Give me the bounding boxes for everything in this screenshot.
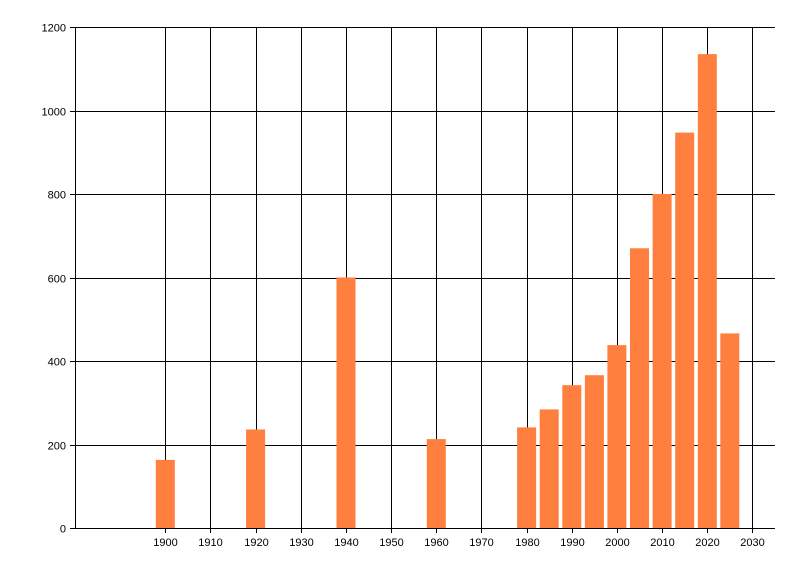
x-tick-label: 1990 <box>560 537 584 549</box>
axes <box>70 27 775 533</box>
bar-2015 <box>675 132 695 528</box>
y-tick-label: 200 <box>48 441 66 453</box>
bar-1990 <box>562 385 582 528</box>
bars <box>155 54 740 529</box>
x-tick-label: 2010 <box>650 537 674 549</box>
bar-1920 <box>246 429 266 528</box>
bar-1960 <box>426 439 446 528</box>
bar-2000 <box>607 345 627 528</box>
y-tick-labels: 0 200 400 600 800 1000 1200 <box>42 23 66 536</box>
bar-1940 <box>336 277 356 528</box>
bar-1985 <box>539 409 559 528</box>
bar-2005 <box>630 248 649 529</box>
x-tick-label: 1930 <box>289 537 313 549</box>
x-tick-label: 1980 <box>515 537 539 549</box>
x-tick-label: 2020 <box>695 537 719 549</box>
x-tick-label: 1920 <box>244 537 268 549</box>
x-tick-label: 1950 <box>379 537 403 549</box>
y-tick-label: 400 <box>48 357 66 369</box>
x-tick-label: 1960 <box>424 537 448 549</box>
bar-2025 <box>720 333 740 528</box>
y-tick-label: 800 <box>48 190 66 202</box>
y-tick-label: 1200 <box>42 23 66 35</box>
bar-1980 <box>517 427 537 528</box>
x-tick-label: 1970 <box>469 537 493 549</box>
bar-1995 <box>584 375 604 528</box>
y-tick-label: 1000 <box>42 107 66 119</box>
x-tick-label: 2030 <box>740 537 764 549</box>
bar-2010 <box>652 194 672 528</box>
x-tick-label: 1940 <box>334 537 358 549</box>
x-tick-label: 2000 <box>605 537 629 549</box>
x-tick-label: 1910 <box>198 537 222 549</box>
bar-2020 <box>697 54 717 528</box>
y-tick-label: 0 <box>60 524 66 536</box>
y-tick-label: 600 <box>48 274 66 286</box>
bar-1900 <box>155 459 175 528</box>
x-tick-labels: 1900 1910 1920 1930 1940 1950 1960 1970 1980 1990… <box>153 537 764 549</box>
x-tick-label: 1900 <box>153 537 177 549</box>
